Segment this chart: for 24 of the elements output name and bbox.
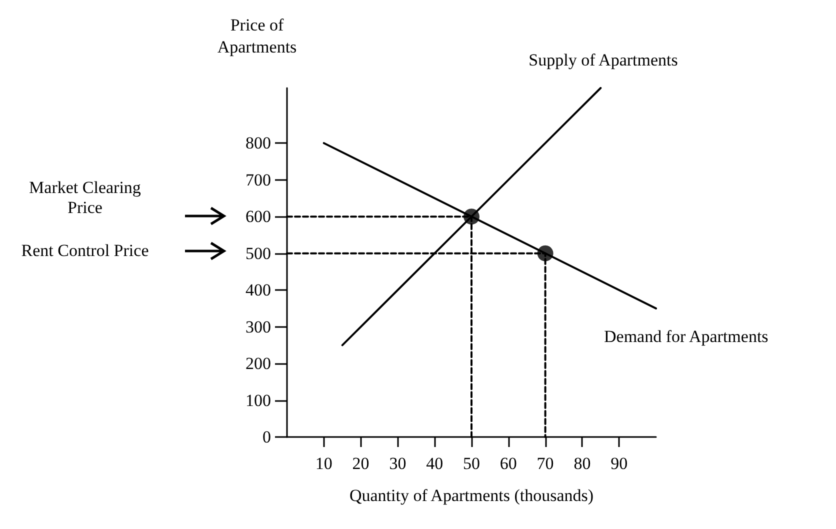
x-tick-label: 90 (610, 454, 628, 473)
y-tick-label: 300 (246, 317, 271, 336)
x-tick-label: 20 (352, 454, 370, 473)
y-tick-label: 400 (246, 280, 271, 300)
text: Rent Control Price (20, 241, 150, 261)
text: Demand for Apartments (604, 326, 768, 346)
y-axis-title: Price of Apartments (217, 16, 297, 56)
text: Market Clearing Price (28, 178, 142, 218)
x-tick-label: 40 (426, 454, 444, 473)
x-tick-label: 50 (463, 454, 480, 473)
x-tick-label: 10 (315, 454, 332, 473)
y-tick-label: 800 (246, 134, 271, 153)
x-axis-title: Quantity of Apartments (thousands) (349, 486, 594, 505)
y-tick-label: 500 (246, 244, 271, 263)
y-tick-label: 600 (246, 207, 271, 226)
y-tick-label: 0 (262, 428, 271, 446)
x-tick-label: 70 (536, 454, 554, 473)
y-tick-label: 700 (246, 170, 271, 190)
series-label: Supply of Apartments (528, 50, 678, 70)
x-tick-label: 80 (574, 454, 591, 473)
x-tick-label: 60 (500, 454, 517, 473)
y-tick-label: 200 (246, 354, 271, 374)
y-tick-label: 100 (246, 390, 271, 410)
x-tick-label: 30 (389, 454, 406, 473)
